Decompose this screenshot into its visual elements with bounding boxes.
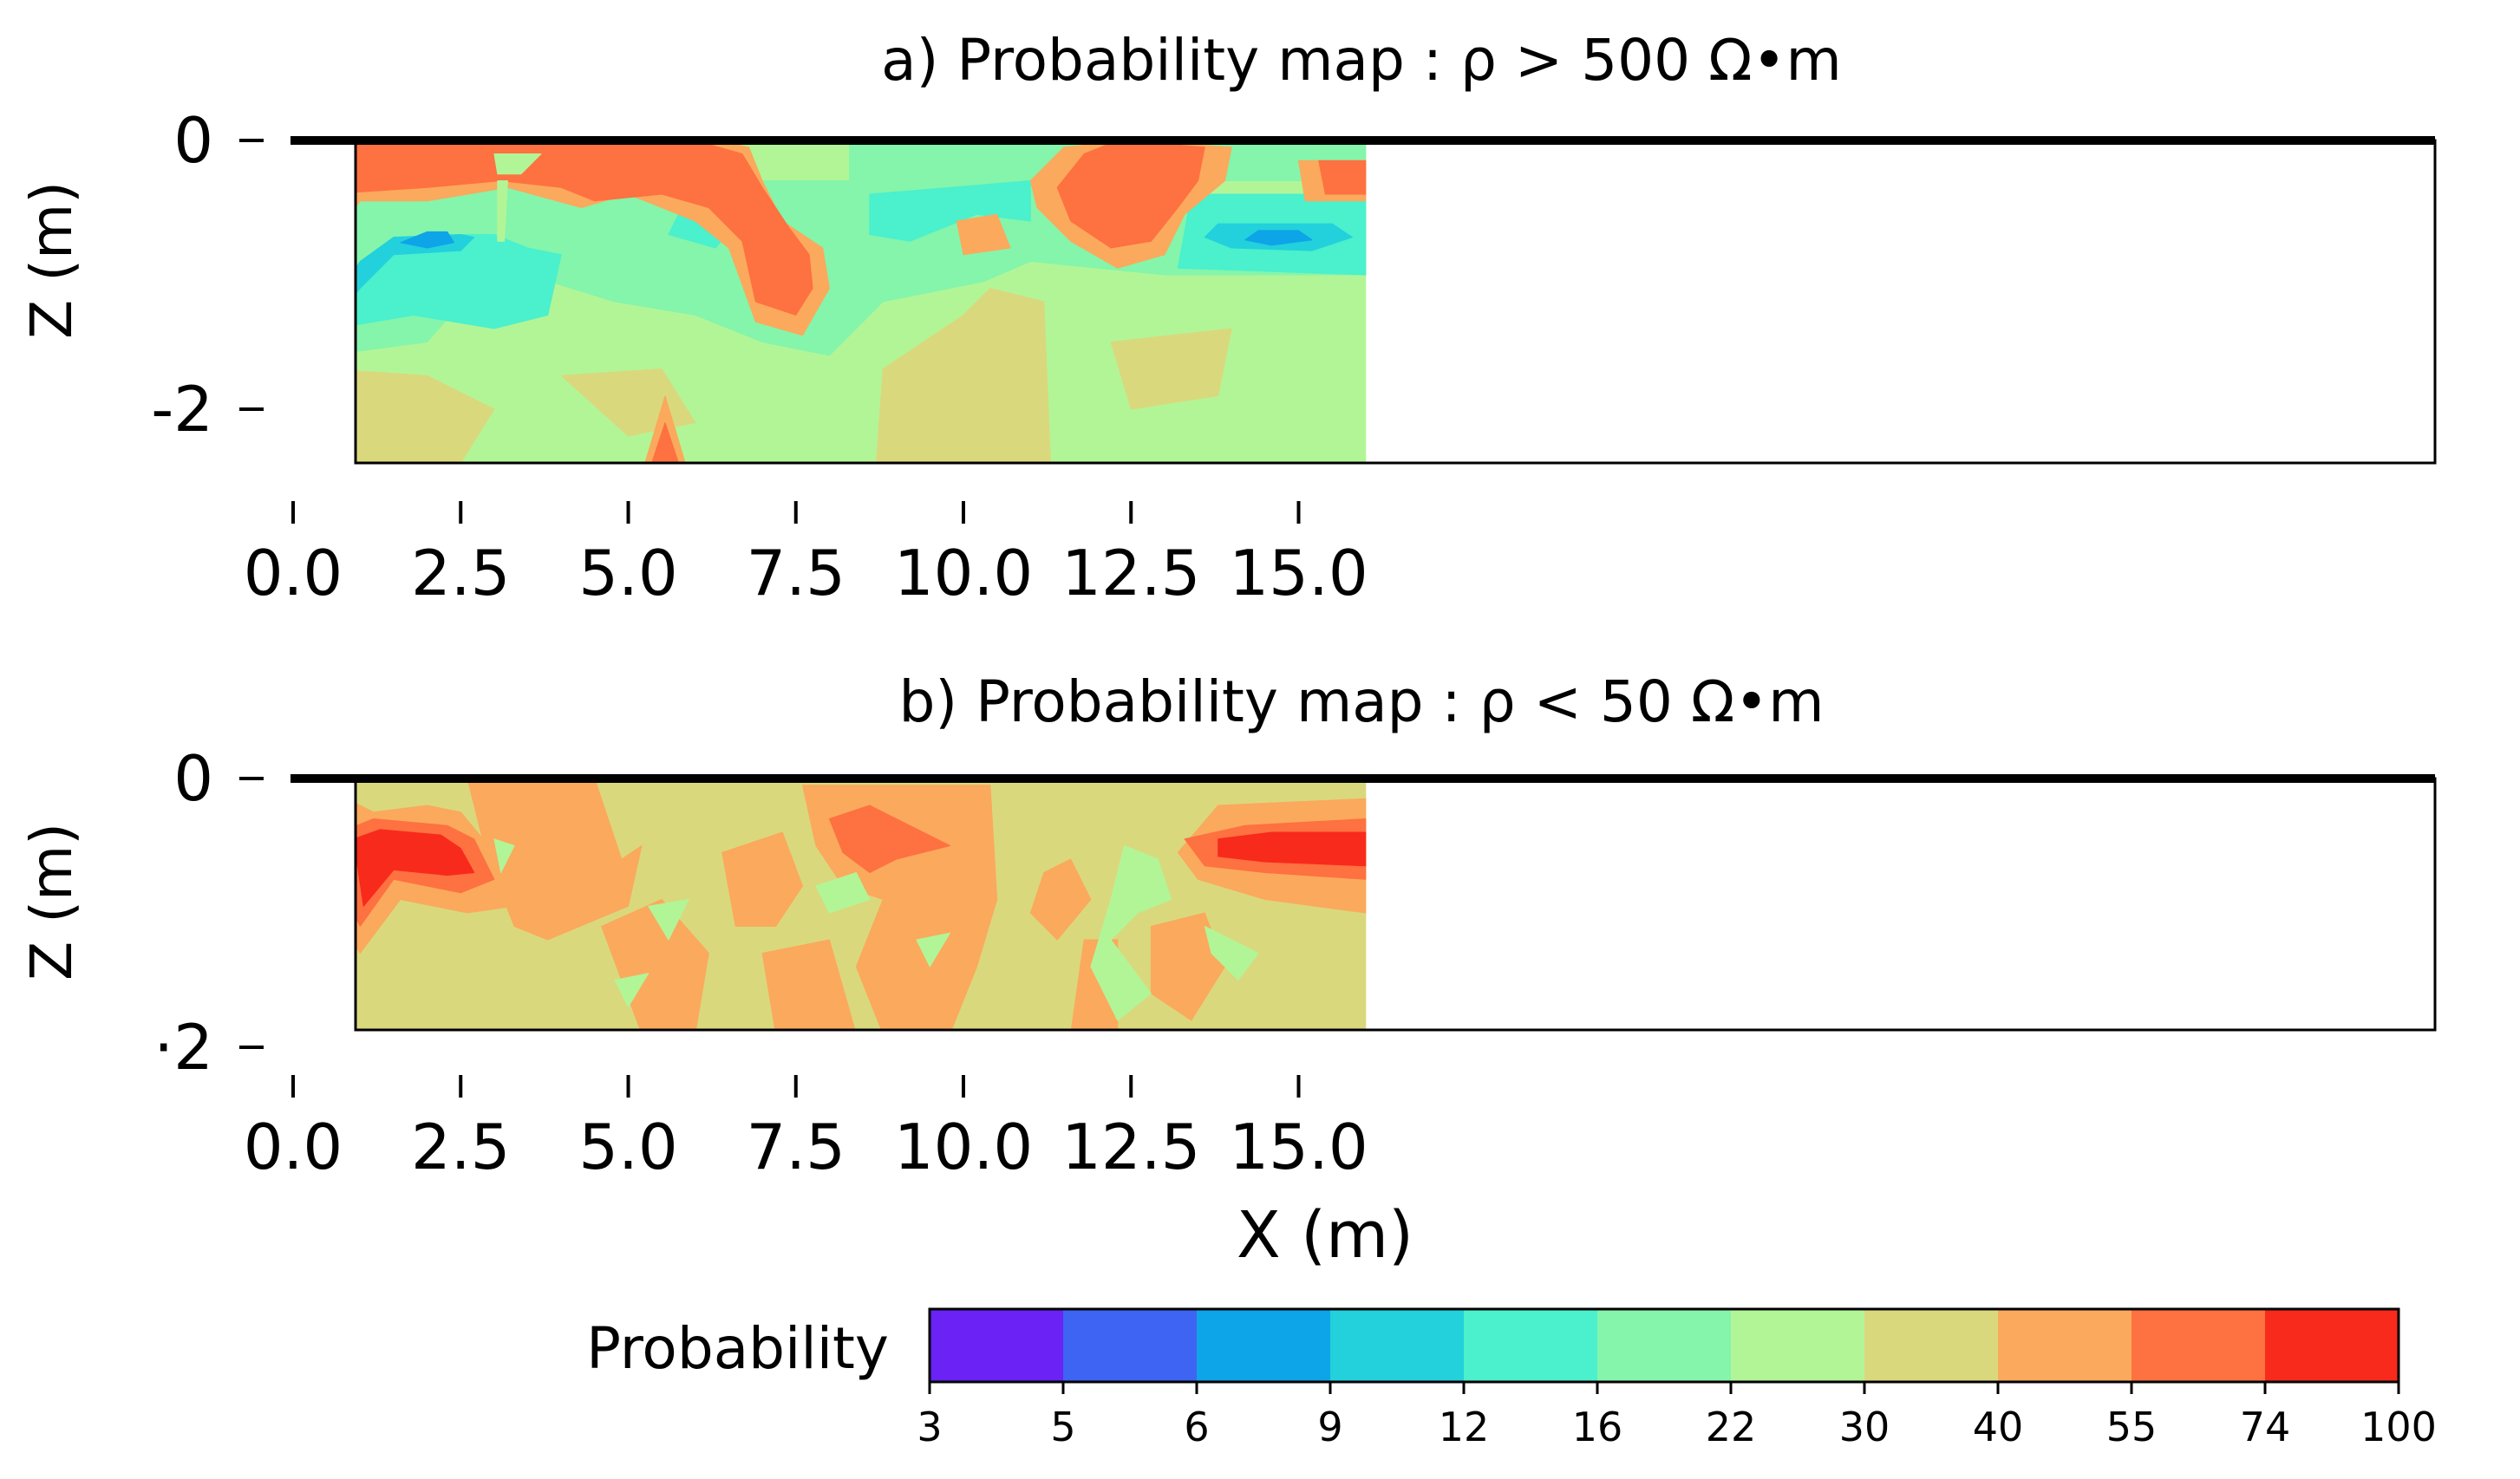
panel-b-y-tick-label: ·2 (153, 1011, 213, 1084)
panel-b-region-7 (1029, 858, 1092, 941)
panel-a-region-11 (356, 234, 475, 296)
panel-a-y-axis: 0 -2 (151, 104, 264, 446)
colorbar-label: Probability (586, 1315, 889, 1382)
panel-a-region-13 (400, 231, 454, 249)
panel-b-x-tick-label: 10.0 (894, 1111, 1033, 1183)
panel-b-region-6 (1150, 912, 1225, 1021)
panel-b-x-tick-label: 15.0 (1229, 1111, 1368, 1183)
panel-b-region-19 (828, 805, 950, 873)
panel-b-x-tick-label: 12.5 (1061, 1111, 1200, 1183)
panel-a-region-3 (876, 288, 1051, 463)
panel-a-x-tick-label: 7.5 (746, 537, 845, 609)
panel-a-y-tick-label: 0 (173, 104, 213, 177)
panel-b-region-17 (493, 838, 515, 873)
panel-a-region-4 (1110, 328, 1232, 410)
panel-b-x-label: X (m) (1237, 1198, 1413, 1273)
panel-b-region-14 (614, 973, 650, 1007)
panel-a-title: a) Probability map : ρ > 500 Ω•m (881, 27, 1842, 94)
panel-a: a) Probability map : ρ > 500 Ω•m 0 -2 0.0… (18, 27, 2437, 609)
panel-b-y-label: Z (m) (18, 823, 85, 981)
colorbar-tick-label: 22 (1706, 1404, 1757, 1450)
colorbar-cell-2 (1197, 1309, 1331, 1382)
panel-a-x-tick-label: 10.0 (894, 537, 1033, 609)
panel-b-y-tick-label: 0 (173, 742, 213, 815)
panel-a-x-axis: 0.0 2.5 5.0 7.5 10.0 12.5 15.0 (244, 501, 1368, 609)
panel-a-region-21 (1056, 140, 1205, 249)
panel-a-region-23 (651, 422, 679, 463)
panel-b-region-11 (815, 872, 871, 914)
colorbar-tick-label: 55 (2106, 1404, 2158, 1450)
panel-b-region-13 (916, 932, 950, 968)
panel-b-region-5 (761, 939, 856, 1030)
panel-b-region-21 (356, 829, 475, 907)
colorbar-ticks: 3 5 6 9 12 16 22 30 40 55 74 100 (917, 1382, 2437, 1450)
panel-a-x-tick-label: 0.0 (244, 537, 343, 609)
colorbar-cell-3 (1330, 1309, 1465, 1382)
panel-b-heatmap (356, 779, 1367, 1030)
colorbar-tick-label: 30 (1839, 1404, 1890, 1450)
colorbar-tick-label: 16 (1572, 1404, 1623, 1450)
panel-a-x-tick-label: 12.5 (1061, 537, 1200, 609)
panel-a-region-24 (493, 153, 542, 175)
colorbar-cell-10 (2265, 1309, 2399, 1382)
panel-b-region-16 (1204, 926, 1259, 981)
panel-b-x-tick-label: 5.0 (578, 1111, 678, 1183)
colorbar: Probability 3 5 6 9 12 16 22 30 40 55 74 100 (586, 1307, 2437, 1450)
panel-a-region-22 (1318, 160, 1367, 195)
colorbar-cells (930, 1309, 2399, 1382)
panel-b-region-12 (648, 899, 689, 941)
colorbar-tick-label: 12 (1439, 1404, 1490, 1450)
colorbar-tick-label: 9 (1317, 1404, 1342, 1450)
panel-b-region-22 (1218, 831, 1367, 867)
colorbar-cell-0 (930, 1309, 1064, 1382)
panel-a-region-14 (1244, 230, 1313, 246)
panel-b-x-tick-label: 0.0 (244, 1111, 343, 1183)
panel-a-region-25 (497, 180, 508, 242)
panel-b-region-3 (721, 831, 803, 927)
colorbar-tick-label: 5 (1050, 1404, 1075, 1450)
colorbar-tick-label: 40 (1973, 1404, 2024, 1450)
panel-a-x-tick-label: 2.5 (411, 537, 511, 609)
panel-b: b) Probability map : ρ < 50 Ω•m 0 ·2 0.0 2… (18, 668, 2437, 1273)
panel-b-x-tick-label: 7.5 (746, 1111, 845, 1183)
panel-b-x-tick-label: 2.5 (411, 1111, 511, 1183)
panel-a-y-label: Z (m) (18, 181, 85, 339)
panel-a-x-tick-label: 5.0 (578, 537, 678, 609)
colorbar-frame (928, 1307, 2400, 1384)
colorbar-cell-6 (1731, 1309, 1865, 1382)
colorbar-tick-label: 100 (2360, 1404, 2437, 1450)
colorbar-cell-5 (1597, 1309, 1732, 1382)
colorbar-cell-4 (1464, 1309, 1598, 1382)
colorbar-cell-9 (2132, 1309, 2266, 1382)
panel-b-y-axis: 0 ·2 (153, 742, 264, 1084)
panel-b-title: b) Probability map : ρ < 50 Ω•m (898, 668, 1824, 735)
panel-a-heatmap (356, 140, 1367, 463)
panel-b-region-15 (1090, 845, 1172, 1021)
colorbar-cell-7 (1864, 1309, 1999, 1382)
panel-a-x-tick-label: 15.0 (1229, 537, 1368, 609)
colorbar-tick-label: 6 (1184, 1404, 1209, 1450)
colorbar-tick-label: 74 (2240, 1404, 2291, 1450)
colorbar-tick-label: 3 (917, 1404, 942, 1450)
panel-a-region-1 (356, 370, 495, 463)
panel-a-region-17 (956, 213, 1011, 256)
panel-a-y-tick-label: -2 (151, 373, 213, 446)
panel-a-region-20 (356, 140, 813, 316)
panel-b-x-axis: 0.0 2.5 5.0 7.5 10.0 12.5 15.0 (244, 1075, 1368, 1183)
colorbar-cell-8 (1998, 1309, 2132, 1382)
colorbar-cell-1 (1063, 1309, 1198, 1382)
